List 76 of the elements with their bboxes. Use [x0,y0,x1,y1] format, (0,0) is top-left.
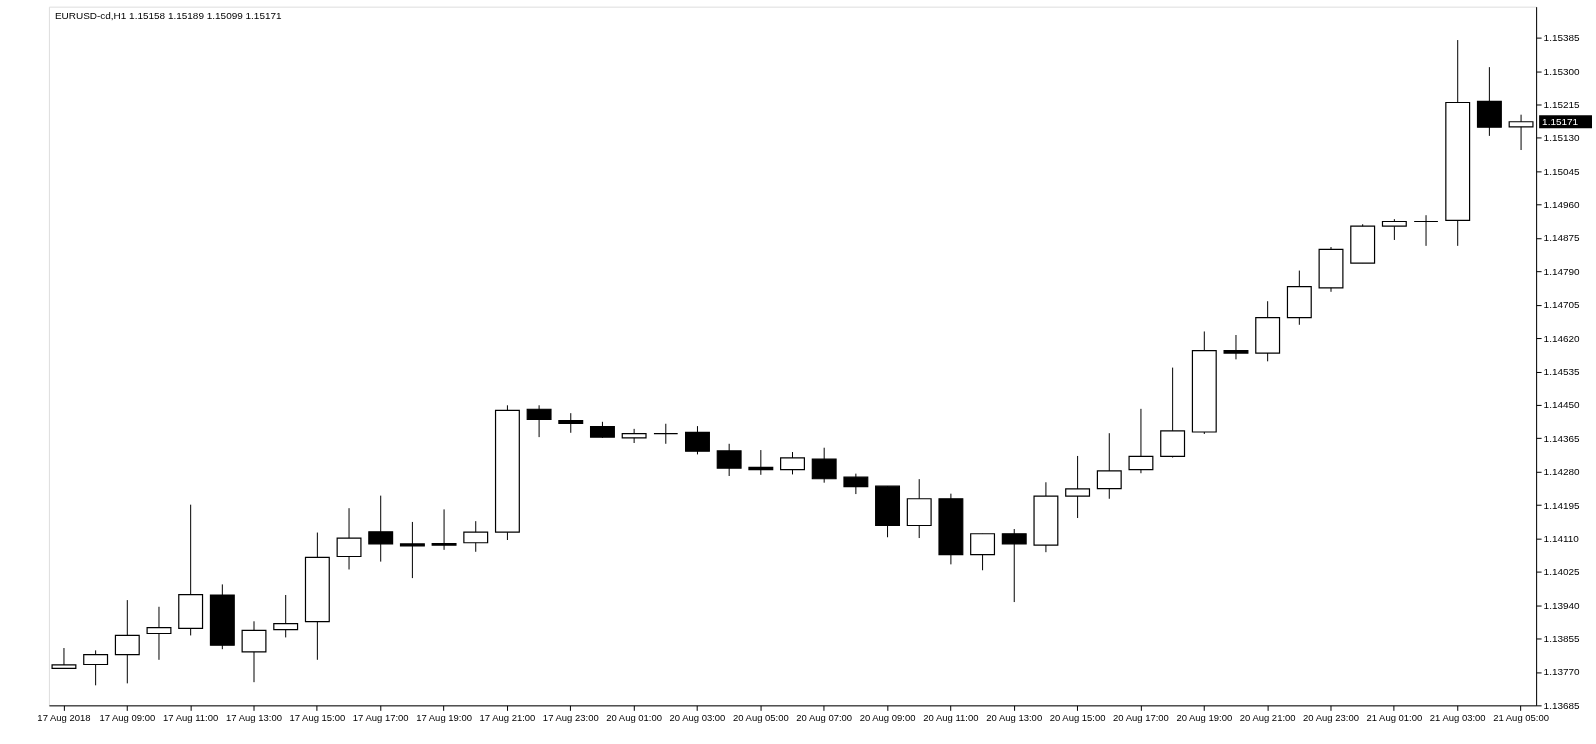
x-tick-label: 21 Aug 01:00 [1366,711,1423,723]
y-tick-label: 1.15215 [1543,98,1581,110]
candlestick [83,649,109,686]
annotation: 1.15171 [1542,115,1579,127]
y-tick-label: 1.14875 [1543,232,1581,244]
candlestick [1128,408,1154,474]
x-tick-label: 20 Aug 09:00 [859,711,916,723]
x-tick-label: 17 Aug 15:00 [289,711,346,723]
y-tick-label: 1.15300 [1543,65,1581,77]
candlestick [1096,432,1122,500]
candlestick [368,495,394,563]
y-tick-label: 1.14535 [1543,366,1581,378]
candlestick [526,404,552,438]
candlestick [558,412,584,434]
x-tick-label: 17 Aug 13:00 [226,711,282,723]
candlestick [51,647,77,670]
y-tick-label: 1.15045 [1543,165,1581,177]
x-tick-label: 17 Aug 19:00 [416,711,472,723]
candlestick [716,443,742,477]
y-tick-label: 1.14110 [1543,532,1580,544]
x-tick-label: 20 Aug 01:00 [606,711,663,723]
y-tick-label: 1.14620 [1543,332,1581,344]
y-tick-label: 1.14705 [1543,299,1581,311]
y-tick-label: 1.13855 [1543,633,1581,645]
x-tick-label: 17 Aug 09:00 [99,711,156,723]
candlestick [811,447,837,484]
x-tick-label: 20 Aug 07:00 [796,711,853,723]
candlestick [1413,214,1439,247]
candlestick [273,594,299,638]
candlestick [1508,114,1534,151]
y-tick-label: 1.14195 [1543,499,1581,511]
candlestick [399,521,425,579]
x-tick-label: 21 Aug 03:00 [1429,711,1486,723]
x-tick-label: 20 Aug 23:00 [1303,711,1359,723]
candlestick [685,425,710,455]
x-tick-label: 17 Aug 2018 [37,711,91,723]
candlestick [431,508,457,551]
y-tick-label: 1.13685 [1543,699,1581,711]
candlestick [780,451,805,475]
y-tick-label: 1.13940 [1543,599,1581,611]
chart-title: EURUSD-cd,H1 1.15158 1.15189 1.15099 1.15171 [54,9,283,21]
x-tick-label: 21 Aug 05:00 [1493,711,1549,723]
x-tick-label: 20 Aug 21:00 [1239,711,1296,723]
y-tick-label: 1.14450 [1543,399,1581,411]
y-tick-label: 1.13770 [1543,666,1581,678]
candlestick [653,423,679,445]
candlestick [146,606,172,661]
x-tick-label: 20 Aug 13:00 [986,711,1043,723]
candlestick [843,473,869,495]
y-tick-label: 1.14025 [1543,566,1581,578]
candlestick [1223,334,1249,360]
candlestick [1381,218,1407,241]
candlestick [1065,455,1091,519]
candlestick [970,533,996,571]
candlestick [621,428,647,444]
candlestick [241,620,267,683]
candlestick [463,520,489,553]
x-tick-label: 17 Aug 11:00 [163,711,219,723]
y-tick-label: 1.15385 [1543,32,1581,44]
y-tick-label: 1.14960 [1543,199,1581,211]
x-tick-label: 20 Aug 19:00 [1176,711,1233,723]
y-tick-label: 1.14790 [1543,265,1581,277]
x-tick-label: 20 Aug 11:00 [923,711,979,723]
candlestick [1001,528,1027,603]
x-tick-label: 20 Aug 15:00 [1049,711,1106,723]
x-tick-label: 20 Aug 05:00 [732,711,789,723]
x-tick-label: 17 Aug 23:00 [542,711,599,723]
y-tick-label: 1.15130 [1543,132,1581,144]
candlestick [114,599,140,684]
y-tick-label: 1.14280 [1543,466,1581,478]
x-tick-label: 17 Aug 17:00 [352,711,409,723]
x-tick-label: 20 Aug 03:00 [669,711,726,723]
y-tick-label: 1.14365 [1543,432,1581,444]
x-tick-label: 17 Aug 21:00 [479,711,536,723]
x-tick-label: 20 Aug 17:00 [1113,711,1169,723]
candlestick [336,507,362,570]
